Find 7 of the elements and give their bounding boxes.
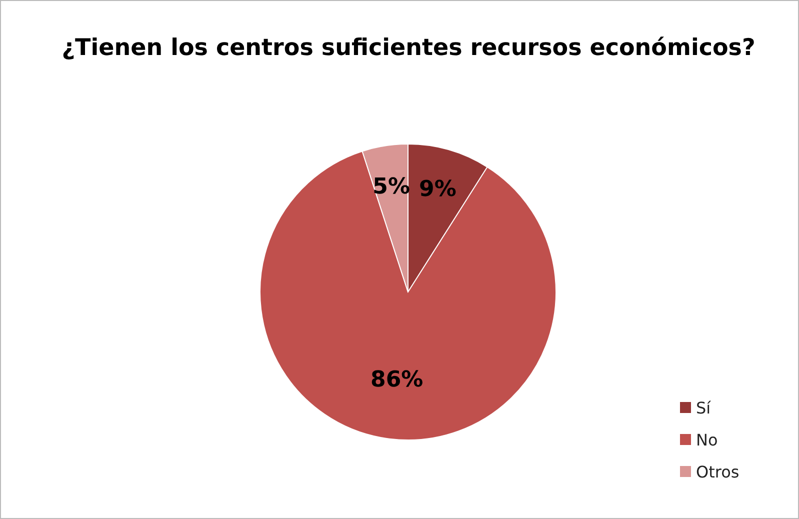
legend-label: Sí — [696, 398, 712, 418]
legend-label: No — [696, 430, 718, 450]
data-label: 5% — [372, 174, 410, 200]
chart-title: ¿Tienen los centros suficientes recursos económicos? — [62, 35, 756, 61]
legend-label: Otros — [696, 462, 740, 482]
data-label: 86% — [370, 368, 424, 393]
data-label: 9% — [419, 177, 456, 202]
